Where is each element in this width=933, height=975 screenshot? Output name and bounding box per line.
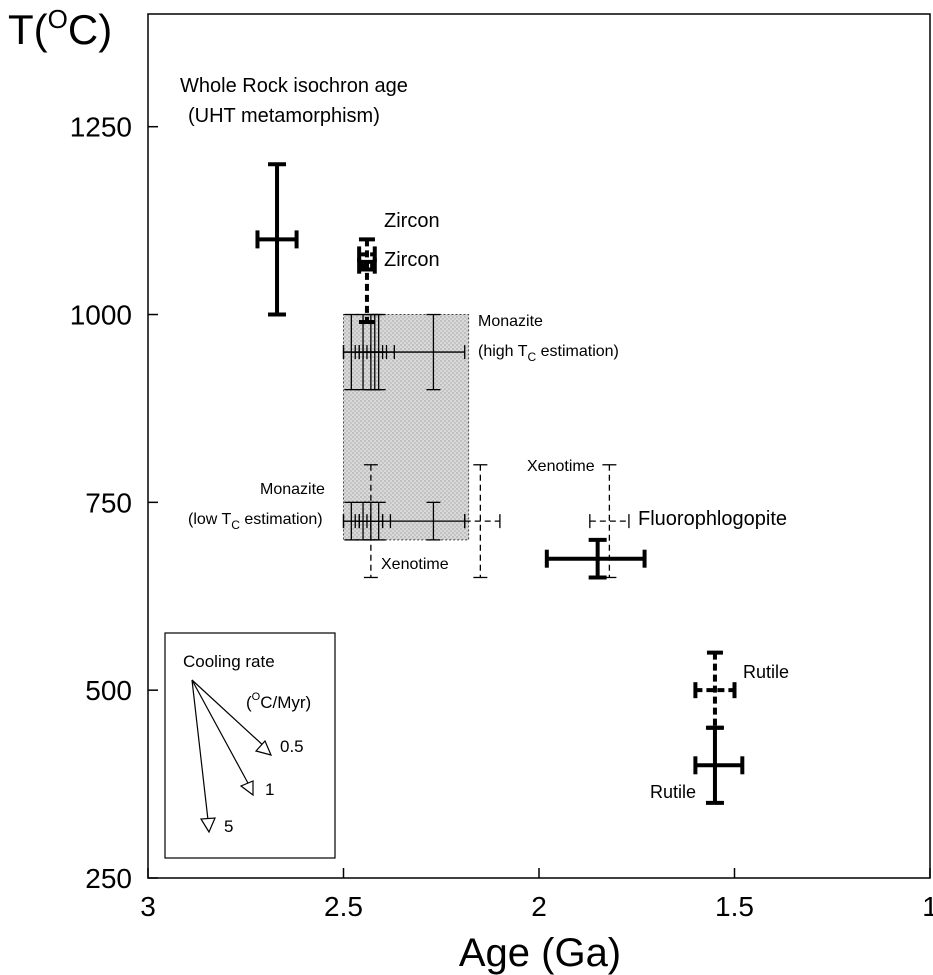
data-point-zircon-2 bbox=[357, 257, 377, 325]
rutile-label-1: Rutile bbox=[743, 662, 789, 682]
cooling-arrow-0-5-line bbox=[191, 679, 267, 749]
y-tick-label: 250 bbox=[85, 863, 132, 894]
cooling-arrow-0-5-head bbox=[254, 739, 273, 756]
inset-frame bbox=[164, 632, 336, 859]
inset-title: Cooling rate bbox=[183, 652, 275, 671]
monazite-high-label: Monazite bbox=[478, 313, 543, 330]
data-point-xenotime-1 bbox=[358, 464, 384, 579]
y-axis-title: T(OC) bbox=[8, 4, 112, 53]
error-bars bbox=[255, 162, 745, 805]
cooling-arrow-5-line bbox=[191, 679, 209, 821]
monazite-range-region bbox=[343, 314, 470, 541]
monazite-low-label: Monazite bbox=[260, 481, 325, 498]
rate-label-1: 1 bbox=[265, 780, 274, 799]
whole-rock-label-sub: (UHT metamorphism) bbox=[188, 105, 380, 127]
y-tick-label: 500 bbox=[85, 675, 132, 706]
x-tick-label: 2.5 bbox=[324, 891, 363, 922]
y-tick-label: 750 bbox=[85, 487, 132, 518]
y-tick-label: 1000 bbox=[70, 300, 132, 331]
x-tick-label: 1.5 bbox=[715, 891, 754, 922]
rate-label-5: 5 bbox=[224, 817, 233, 836]
cooling-arrow-1-line bbox=[191, 679, 250, 786]
rate-label-0-5: 0.5 bbox=[280, 737, 304, 756]
monazite-high-estimation-label: (high TC estimation) bbox=[478, 343, 619, 364]
x-tick-label: 1 bbox=[922, 891, 933, 922]
fluorophlogopite-label: Fluorophlogopite bbox=[638, 508, 787, 530]
xenotime-label-2: Xenotime bbox=[527, 458, 595, 475]
data-point-xenotime-2 bbox=[464, 464, 501, 579]
y-tick-label: 1250 bbox=[70, 112, 132, 143]
xenotime-label-1: Xenotime bbox=[381, 556, 449, 573]
monazite-low-estimation-label: (low TC estimation) bbox=[188, 511, 323, 532]
zircon-label-2: Zircon bbox=[384, 249, 440, 271]
cooling-arrow-5-head bbox=[199, 817, 216, 834]
data-point-whole-rock bbox=[255, 162, 299, 317]
data-point-rutile-2 bbox=[693, 725, 745, 805]
cooling-rate-inset: Cooling rate (OC/Myr) 0.5 1 5 bbox=[164, 632, 336, 859]
rutile-label-2: Rutile bbox=[650, 782, 696, 802]
x-tick-label: 3 bbox=[140, 891, 156, 922]
data-point-fluorophlogopite bbox=[544, 537, 647, 580]
whole-rock-label: Whole Rock isochron age bbox=[180, 75, 408, 97]
cooling-arrow-1-head bbox=[239, 780, 254, 797]
x-axis-title: Age (Ga) bbox=[459, 931, 621, 975]
zircon-label-1: Zircon bbox=[384, 210, 440, 232]
inset-unit: (OC/Myr) bbox=[246, 691, 311, 712]
x-tick-label: 2 bbox=[531, 891, 547, 922]
data-point-monazite-high-6 bbox=[342, 313, 466, 391]
data-point-rutile-1 bbox=[693, 650, 737, 730]
